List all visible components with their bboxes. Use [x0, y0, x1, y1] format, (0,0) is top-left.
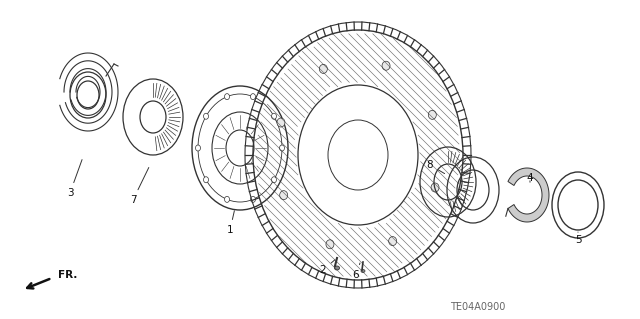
Text: 6: 6	[353, 263, 360, 280]
Ellipse shape	[319, 64, 327, 73]
Ellipse shape	[271, 113, 276, 119]
Ellipse shape	[204, 177, 209, 183]
Ellipse shape	[326, 240, 334, 249]
Ellipse shape	[195, 145, 200, 151]
Ellipse shape	[280, 191, 288, 200]
Text: 2: 2	[320, 260, 335, 275]
Ellipse shape	[428, 110, 436, 119]
Ellipse shape	[382, 61, 390, 70]
Ellipse shape	[335, 266, 339, 270]
Text: FR.: FR.	[58, 270, 77, 280]
Text: 1: 1	[227, 211, 234, 235]
Ellipse shape	[225, 94, 230, 100]
Ellipse shape	[361, 270, 365, 272]
Ellipse shape	[431, 183, 439, 192]
Ellipse shape	[277, 118, 285, 127]
Text: TE04A0900: TE04A0900	[450, 302, 506, 312]
Polygon shape	[508, 168, 549, 222]
Text: 5: 5	[575, 232, 581, 245]
Ellipse shape	[204, 113, 209, 119]
Ellipse shape	[280, 145, 285, 151]
Text: 4: 4	[527, 173, 533, 183]
Text: 3: 3	[67, 160, 82, 198]
Text: 7: 7	[130, 167, 148, 205]
Ellipse shape	[271, 177, 276, 183]
Ellipse shape	[388, 237, 397, 246]
Ellipse shape	[250, 94, 255, 100]
Ellipse shape	[225, 197, 230, 202]
Ellipse shape	[250, 197, 255, 202]
Text: 8: 8	[427, 160, 445, 174]
